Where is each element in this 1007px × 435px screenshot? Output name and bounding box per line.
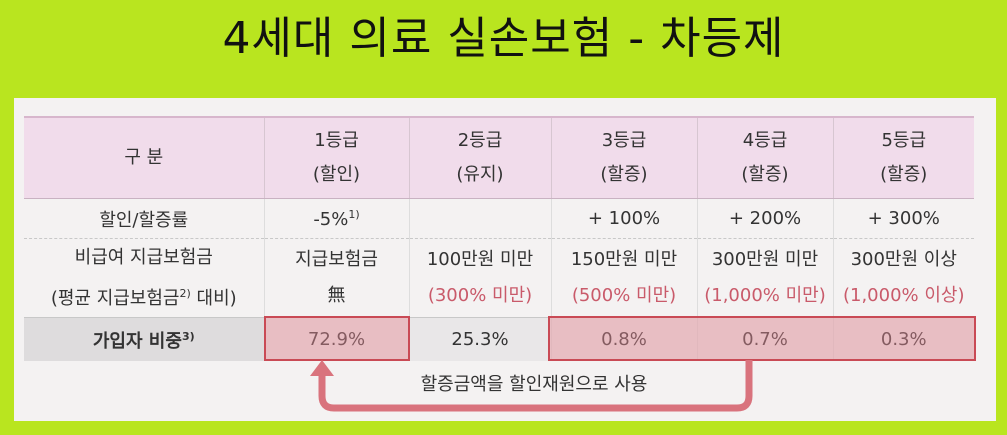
rate-cell: -5%1) <box>263 198 409 239</box>
grade-note: (할인) <box>312 164 361 185</box>
claim-label-line2-end: 대비) <box>190 287 237 309</box>
grade-5-header: 5등급 (할증) <box>832 116 974 199</box>
grade-note: (할증) <box>741 164 789 185</box>
claim-subvalue: (500% 미만) <box>571 285 677 306</box>
grade-2-header: 2등급 (유지) <box>408 116 551 199</box>
share-cell: 0.7% <box>696 317 833 361</box>
share-label-text: 가입자 비중 <box>92 330 182 352</box>
rate-value: -5% <box>313 208 349 230</box>
claim-subvalue: (1,000% 미만) <box>704 285 826 306</box>
grade-name: 5등급 <box>881 130 927 151</box>
grade-note: (유지) <box>456 164 504 185</box>
grade-1-header: 1등급 (할인) <box>263 116 409 199</box>
share-cell: 72.9% <box>263 317 409 361</box>
grade-name: 3등급 <box>601 130 647 151</box>
claim-label: 비급여 지급보험금 (평균 지급보험금2) 대비) <box>24 238 264 318</box>
header-label: 구 분 <box>24 116 264 199</box>
footnote-marker: 2) <box>179 286 191 300</box>
redistribution-arrow <box>310 360 753 412</box>
grade-3-header: 3등급 (할증) <box>550 116 697 199</box>
page-title: 4세대 의료 실손보험 - 차등제 <box>222 13 785 64</box>
claim-value: 300만원 미만 <box>711 249 819 270</box>
claim-cell: 300만원 미만 (1,000% 미만) <box>696 238 833 318</box>
claim-label-line1: 비급여 지급보험금 <box>74 246 213 268</box>
claim-subvalue: (1,000% 이상) <box>842 285 965 306</box>
claim-cell: 300만원 이상 (1,000% 이상) <box>832 238 974 318</box>
claim-value: 300만원 이상 <box>850 249 957 270</box>
grade-4-header: 4등급 (할증) <box>696 116 833 199</box>
claim-subvalue: (300% 미만) <box>427 285 533 306</box>
grade-note: (할증) <box>880 164 928 185</box>
rate-label: 할인/할증률 <box>24 198 264 239</box>
claim-value: 150만원 미만 <box>570 249 678 270</box>
rate-row: 할인/할증률 -5%1) + 100% + 200% + 300% <box>24 198 974 239</box>
share-label: 가입자 비중3) <box>24 317 264 361</box>
table-panel: 구 분 1등급 (할인) 2등급 (유지) 3등급 (할증) 4등급 (할증) 5등급 (… <box>14 98 996 421</box>
share-row: 가입자 비중3) 72.9% 25.3% 0.8% 0.7% 0.3% <box>24 317 974 361</box>
claim-row: 비급여 지급보험금 (평균 지급보험금2) 대비) 지급보험금 無 100만원 미만… <box>24 238 974 318</box>
claim-cell: 150만원 미만 (500% 미만) <box>550 238 697 318</box>
rate-cell: + 300% <box>832 198 974 239</box>
header-row: 구 분 1등급 (할인) 2등급 (유지) 3등급 (할증) 4등급 (할증) 5등급 (… <box>24 116 974 199</box>
share-cell: 25.3% <box>408 317 551 361</box>
claim-value: 지급보험금 <box>295 249 378 270</box>
claim-subvalue: 無 <box>327 285 346 306</box>
claim-cell: 지급보험금 無 <box>263 238 409 318</box>
share-cell: 0.3% <box>832 317 974 361</box>
arrow-annotation: 할증금액을 할인재원으로 사용 <box>420 374 648 395</box>
grade-name: 1등급 <box>314 130 359 151</box>
grade-note: (할증) <box>600 164 648 185</box>
grade-name: 4등급 <box>742 130 788 151</box>
grade-name: 2등급 <box>457 130 503 151</box>
rate-cell: + 200% <box>696 198 833 239</box>
arrow-head-icon <box>310 360 334 376</box>
rate-cell: + 100% <box>550 198 697 239</box>
footnote-marker: 1) <box>348 207 360 221</box>
claim-cell: 100만원 미만 (300% 미만) <box>408 238 551 318</box>
grade-table: 구 분 1등급 (할인) 2등급 (유지) 3등급 (할증) 4등급 (할증) 5등급 (… <box>24 116 974 361</box>
claim-label-line2: (평균 지급보험금 <box>50 287 180 309</box>
rate-cell <box>408 198 551 239</box>
share-cell: 0.8% <box>550 317 697 361</box>
claim-value: 100만원 미만 <box>426 249 534 270</box>
footnote-marker: 3) <box>181 329 195 343</box>
